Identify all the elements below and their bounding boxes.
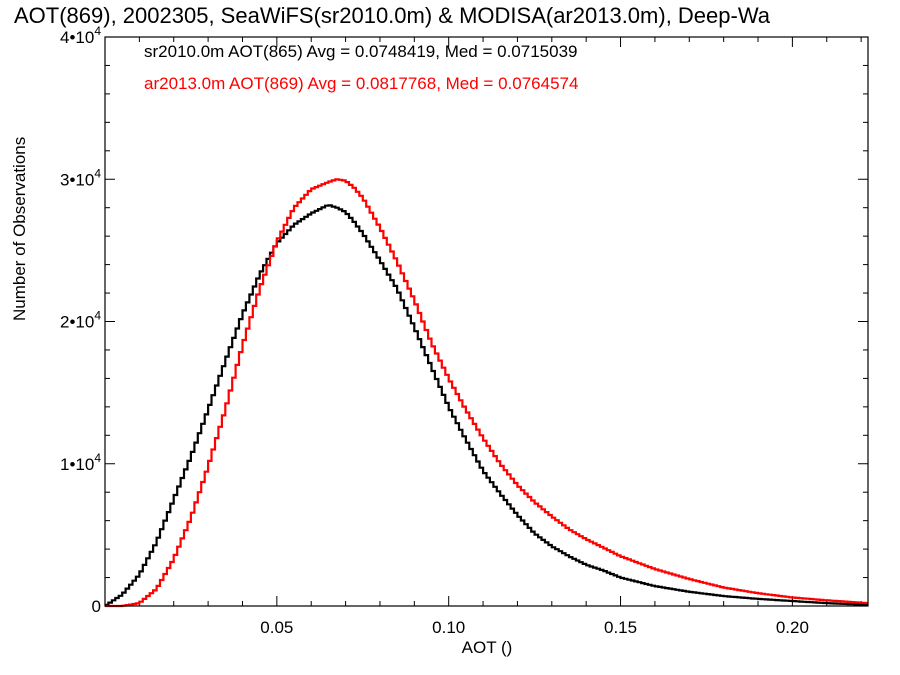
y-axis-label: Number of Observations <box>10 136 29 321</box>
x-axis-label: AOT () <box>461 638 513 657</box>
plot-frame <box>104 36 869 607</box>
legend-entry-series-1: sr2010.0m AOT(865) Avg = 0.0748419, Med … <box>144 42 578 61</box>
histogram-series-1 <box>105 204 868 606</box>
x-tick-label: 0.05 <box>260 618 293 637</box>
x-tick-label: 0.15 <box>604 618 637 637</box>
y-tick-label: 4•104 <box>60 24 101 47</box>
tick-labels: 0.05 0.10 0.15 0.20 0 1•104 2•104 3•104 4•104 <box>60 24 809 637</box>
histogram-series-2 <box>105 178 868 608</box>
legend-entry-series-2: ar2013.0m AOT(869) Avg = 0.0817768, Med … <box>144 74 579 93</box>
y-tick-label: 0 <box>92 597 101 616</box>
y-tick-label: 2•104 <box>60 309 101 332</box>
y-tick-label: 3•104 <box>60 166 101 189</box>
series-layer <box>105 178 868 608</box>
y-tick-label: 1•104 <box>60 451 101 474</box>
y-axis-label-wrap: Number of Observations <box>0 0 60 675</box>
x-tick-label: 0.20 <box>776 618 809 637</box>
axis-ticks <box>105 36 868 607</box>
chart-title: AOT(869), 2002305, SeaWiFS(sr2010.0m) & … <box>14 3 771 28</box>
x-tick-label: 0.10 <box>432 618 465 637</box>
